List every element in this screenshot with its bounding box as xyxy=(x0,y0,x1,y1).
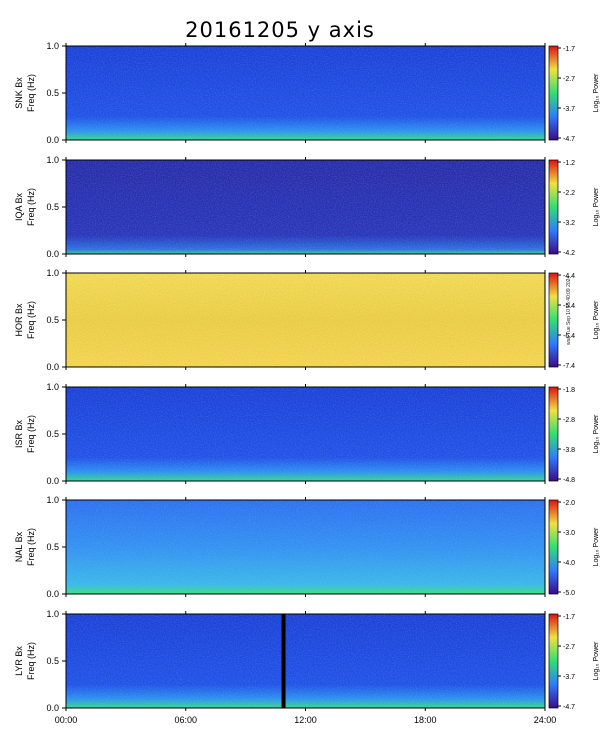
x-tick-label: 18:00 xyxy=(414,715,437,725)
y-tick-label: 1.0 xyxy=(46,495,59,505)
y-axis-label: Freq (Hz) xyxy=(26,415,36,453)
y-tick-label: 1.0 xyxy=(46,609,59,619)
y-tick-label: 0.0 xyxy=(46,135,59,145)
colorbar-label: Log₁₀ Power xyxy=(593,187,600,226)
colorbar-tick-label: -2.2 xyxy=(563,190,575,197)
colorbar-tick-label: -2.7 xyxy=(563,76,575,83)
x-tick-label: 06:00 xyxy=(174,715,197,725)
colorbar-3 xyxy=(548,386,559,482)
y-tick-label: 0.5 xyxy=(46,656,59,666)
colorbar-tick-label: -2.0 xyxy=(563,500,575,507)
station-label: ISR Bx xyxy=(14,420,24,449)
colorbar-tick-label: -1.7 xyxy=(563,614,575,621)
y-tick-label: 0.0 xyxy=(46,589,59,599)
spectrogram-noise-1 xyxy=(66,160,545,254)
colorbar-label: Log₁₀ Power xyxy=(593,414,600,453)
colorbar-tick-label: -2.8 xyxy=(563,417,575,424)
y-tick-label: 0.5 xyxy=(46,88,59,98)
colorbar-4 xyxy=(548,499,559,595)
colorbar-tick-label: -5.4 xyxy=(563,303,575,310)
chart-title: 20161205 y axis xyxy=(185,18,375,42)
colorbar-tick-label: -2.7 xyxy=(563,644,575,651)
spectrogram-noise-5 xyxy=(66,614,545,708)
colorbar-5 xyxy=(548,613,559,709)
x-tick-label: 24:00 xyxy=(534,715,557,725)
y-tick-label: 0.5 xyxy=(46,315,59,325)
colorbar-label: Log₁₀ Power xyxy=(593,73,600,112)
spectrogram-noise-4 xyxy=(66,500,545,594)
spectrogram-noise-2 xyxy=(66,273,545,367)
y-axis-label: Freq (Hz) xyxy=(26,642,36,680)
station-label: IQA Bx xyxy=(14,192,24,221)
y-axis-label: Freq (Hz) xyxy=(26,188,36,226)
colorbar-tick-label: -4.8 xyxy=(563,477,575,484)
y-tick-label: 0.0 xyxy=(46,476,59,486)
colorbar-tick-label: -4.4 xyxy=(563,273,575,280)
colorbar-tick-label: -3.8 xyxy=(563,447,575,454)
colorbar-tick-label: -4.0 xyxy=(563,560,575,567)
station-label: HOR Bx xyxy=(14,303,24,337)
colorbar-tick-label: -1.8 xyxy=(563,387,575,394)
colorbar-tick-label: -7.4 xyxy=(563,363,575,370)
spectrogram-noise-0 xyxy=(66,46,545,140)
y-tick-label: 0.5 xyxy=(46,429,59,439)
colorbar-tick-label: -1.2 xyxy=(563,160,575,167)
colorbar-tick-label: -3.7 xyxy=(563,674,575,681)
y-tick-label: 1.0 xyxy=(46,382,59,392)
colorbar-tick-label: -6.4 xyxy=(563,333,575,340)
y-tick-label: 1.0 xyxy=(46,155,59,165)
x-tick-label: 12:00 xyxy=(294,715,317,725)
colorbar-label: Log₁₀ Power xyxy=(593,641,600,680)
colorbar-label: Log₁₀ Power xyxy=(593,527,600,566)
spectrogram-noise-3 xyxy=(66,387,545,481)
colorbar-1 xyxy=(548,159,559,255)
y-tick-label: 0.5 xyxy=(46,542,59,552)
y-tick-label: 0.0 xyxy=(46,362,59,372)
y-tick-label: 0.0 xyxy=(46,249,59,259)
colorbar-tick-label: -3.7 xyxy=(563,106,575,113)
colorbar-2 xyxy=(548,272,559,368)
y-tick-label: 0.5 xyxy=(46,202,59,212)
colorbar-tick-label: -3.0 xyxy=(563,530,575,537)
colorbar-0 xyxy=(548,45,559,141)
station-label: NAL Bx xyxy=(14,531,24,562)
station-label: SNK Bx xyxy=(14,77,24,109)
data-gap xyxy=(281,614,286,708)
y-axis-label: Freq (Hz) xyxy=(26,301,36,339)
station-label: LYR Bx xyxy=(14,646,24,676)
y-axis-label: Freq (Hz) xyxy=(26,528,36,566)
y-tick-label: 1.0 xyxy=(46,268,59,278)
colorbar-tick-label: -3.2 xyxy=(563,220,575,227)
y-axis-label: Freq (Hz) xyxy=(26,74,36,112)
y-tick-label: 0.0 xyxy=(46,703,59,713)
colorbar-label: Log₁₀ Power xyxy=(593,300,600,339)
colorbar-tick-label: -4.7 xyxy=(563,704,575,711)
colorbar-tick-label: -4.2 xyxy=(563,250,575,257)
colorbar-tick-label: -4.7 xyxy=(563,136,575,143)
colorbar-tick-label: -1.7 xyxy=(563,46,575,53)
x-tick-label: 00:00 xyxy=(55,715,78,725)
timestamp-stamp: wsa Tue Sep 10 15:40:09 2024 xyxy=(566,275,572,345)
colorbar-tick-label: -5.0 xyxy=(563,590,575,597)
y-tick-label: 1.0 xyxy=(46,41,59,51)
